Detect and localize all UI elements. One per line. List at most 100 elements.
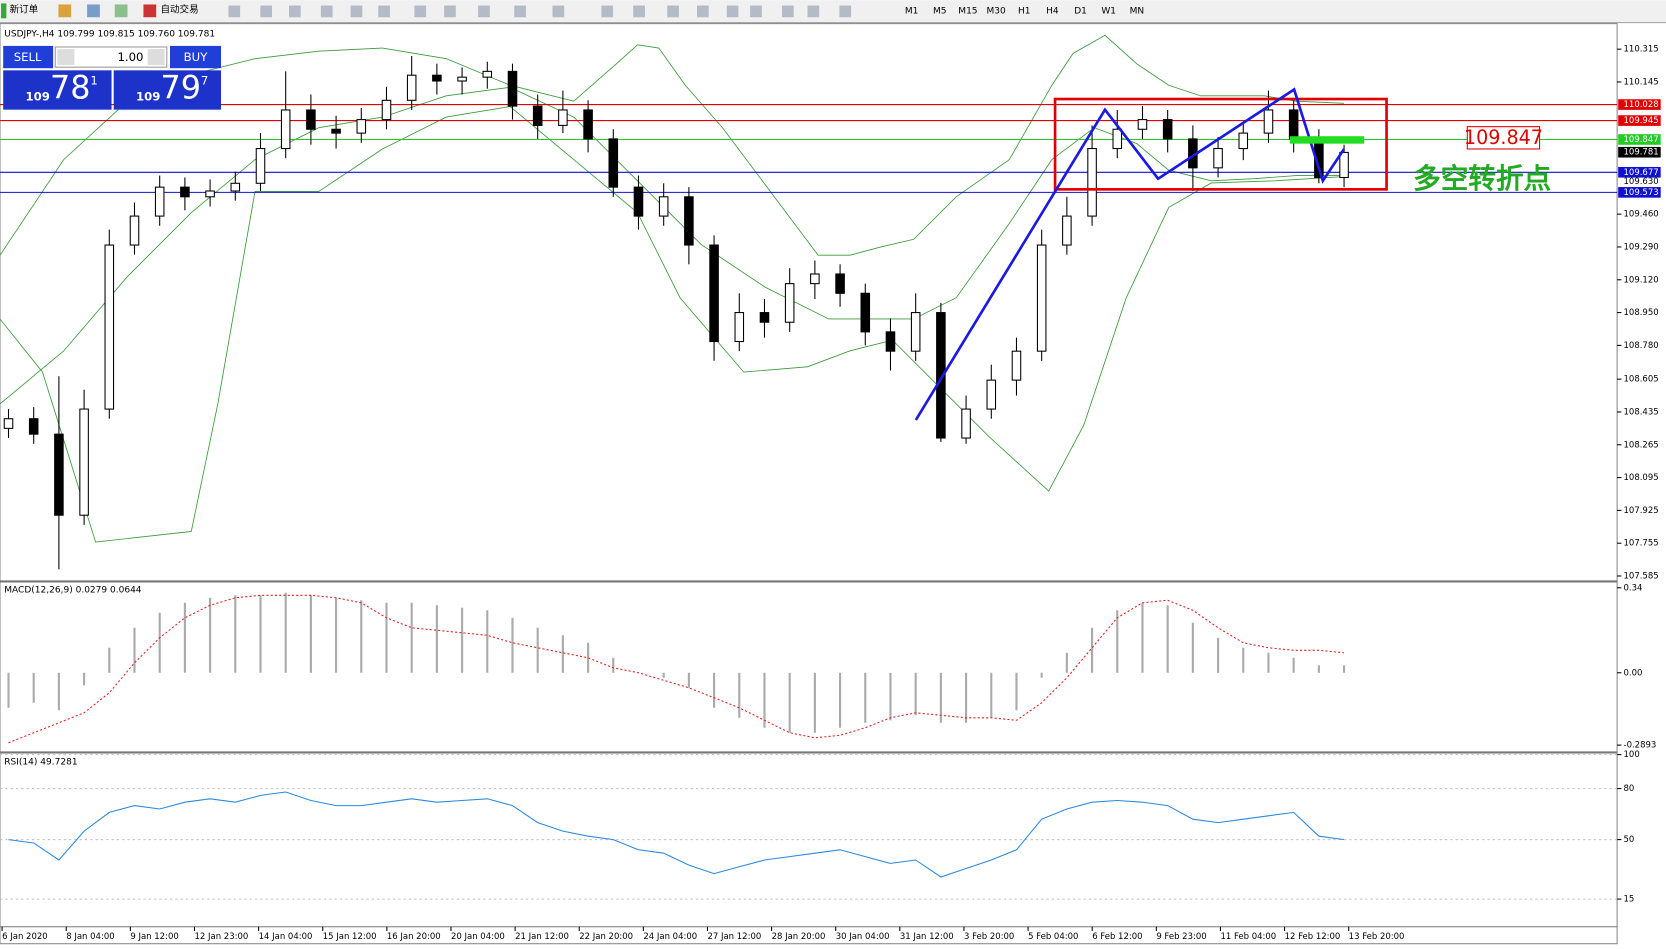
x-tick-label: 24 Jan 04:00: [643, 932, 697, 942]
chart-header: USDJPY-,H4 109.799 109.815 109.760 109.7…: [4, 30, 215, 40]
icon[interactable]: [58, 4, 72, 18]
timeframe-button[interactable]: H1: [1018, 6, 1031, 16]
level-label: 109.781: [1624, 148, 1659, 158]
candle-body: [961, 408, 971, 439]
x-tick-label: 12 Jan 23:00: [194, 932, 248, 942]
lots-value[interactable]: 1.00: [117, 50, 143, 64]
candle-body: [1036, 244, 1047, 352]
timeframe-button[interactable]: H4: [1046, 6, 1059, 16]
toolbar-icon: [414, 5, 427, 18]
new-order-icon[interactable]: [1, 3, 7, 19]
level-label: 109.677: [1624, 168, 1659, 178]
candle-body: [381, 99, 392, 121]
candle-body: [432, 74, 442, 82]
x-tick-label: 27 Jan 12:00: [707, 932, 761, 942]
icon[interactable]: [87, 4, 100, 18]
toolbar-icon: [667, 5, 679, 18]
x-tick-label: 6 Jan 2020: [2, 932, 48, 942]
new-order-button[interactable]: 新订单: [10, 3, 39, 15]
toolbar-icon: [807, 5, 820, 18]
y-tick-label: 108.265: [1624, 440, 1659, 450]
x-tick-label: 9 Feb 23:00: [1156, 932, 1206, 942]
buy-label[interactable]: BUY: [184, 50, 209, 64]
auto-trading-icon[interactable]: [143, 4, 157, 18]
zigzag-arrow: [914, 87, 1346, 421]
candle-body: [104, 244, 115, 410]
toolbar-icon: [478, 5, 490, 18]
candle-body: [154, 186, 165, 217]
toolbar-icon: [444, 5, 456, 18]
toolbar-icon: [633, 5, 645, 18]
price-label: 109.847: [1464, 126, 1543, 149]
level-label-bg: [1618, 134, 1661, 145]
timeframe-button[interactable]: M1: [905, 6, 919, 16]
lots-down[interactable]: [57, 49, 75, 66]
candle-body: [986, 379, 997, 410]
lots-input[interactable]: [54, 46, 168, 68]
timeframe-button[interactable]: MN: [1130, 6, 1145, 16]
y-tick-label: 0.34: [1624, 583, 1643, 593]
sell-button[interactable]: [3, 45, 54, 69]
candle-body: [280, 109, 291, 150]
x-tick-label: 20 Jan 04:00: [451, 932, 505, 942]
ask-box[interactable]: [113, 70, 221, 110]
x-tick-label: 15 Jan 12:00: [323, 932, 377, 942]
toolbar-icon: [289, 5, 301, 18]
timeframe-button[interactable]: M5: [933, 6, 947, 16]
timeframe-button[interactable]: D1: [1074, 6, 1087, 16]
toolbar-icon: [228, 5, 241, 18]
y-tick-label: 50: [1624, 835, 1635, 845]
bid-box[interactable]: [3, 70, 112, 110]
candle-body: [1087, 148, 1097, 217]
buy-button[interactable]: [170, 45, 221, 69]
x-tick-label: 16 Jan 20:00: [387, 932, 441, 942]
toolbar-icons: M1 M5 M15 M30 H1 H4 D1 W1 MN: [228, 5, 1145, 18]
x-tick-label: 28 Jan 20:00: [772, 932, 826, 942]
x-tick-label: 31 Jan 12:00: [900, 932, 954, 942]
lots-up[interactable]: [147, 49, 165, 66]
level-label: 110.028: [1624, 100, 1659, 110]
support-bar: [1289, 136, 1365, 144]
candle-body: [129, 215, 140, 246]
annotation: 多空转折点: [1413, 162, 1551, 195]
icon[interactable]: [114, 4, 128, 18]
chart-frame: [0, 23, 1618, 945]
candle-body: [482, 70, 493, 78]
rsi-line: [8, 791, 1345, 878]
sell-label[interactable]: SELL: [14, 50, 42, 64]
candle-body: [1162, 119, 1173, 140]
candle-body: [1339, 151, 1349, 179]
candle-body: [255, 148, 266, 184]
candle-body: [885, 331, 896, 352]
toolbar-icon: [726, 5, 739, 18]
timeframe-button[interactable]: W1: [1101, 6, 1116, 16]
candle-body: [1062, 215, 1072, 246]
auto-trading-button[interactable]: 自动交易: [160, 3, 198, 15]
candle-body: [28, 418, 39, 435]
y-tick-label: 108.435: [1624, 407, 1659, 417]
y-tick-label: 100: [1624, 750, 1640, 760]
candle-body: [608, 138, 619, 188]
candle-body: [810, 273, 820, 285]
y-tick-label: 108.605: [1624, 375, 1659, 385]
level-label: 109.630: [1624, 177, 1659, 187]
timeframe-button[interactable]: M30: [986, 6, 1006, 16]
x-tick-label: 9 Jan 12:00: [130, 932, 178, 942]
candle-body: [1011, 350, 1022, 381]
candle-body: [331, 128, 341, 134]
y-tick-label: 107.585: [1624, 572, 1659, 582]
timeframe-button[interactable]: M15: [958, 6, 977, 16]
candle-body: [230, 182, 241, 192]
level-label-bg: [1618, 99, 1661, 110]
x-tick-label: 6 Feb 12:00: [1092, 932, 1142, 942]
x-tick-label: 14 Jan 04:00: [259, 932, 313, 942]
candle-body: [1238, 132, 1249, 150]
candle-body: [532, 105, 543, 126]
level-label-bg: [1618, 146, 1661, 158]
rsi-label: RSI(14) 49.7281: [4, 758, 77, 768]
x-tick-label: 12 Feb 12:00: [1285, 932, 1341, 942]
y-tick-label: 110.315: [1624, 45, 1659, 55]
candle-body: [759, 312, 770, 323]
